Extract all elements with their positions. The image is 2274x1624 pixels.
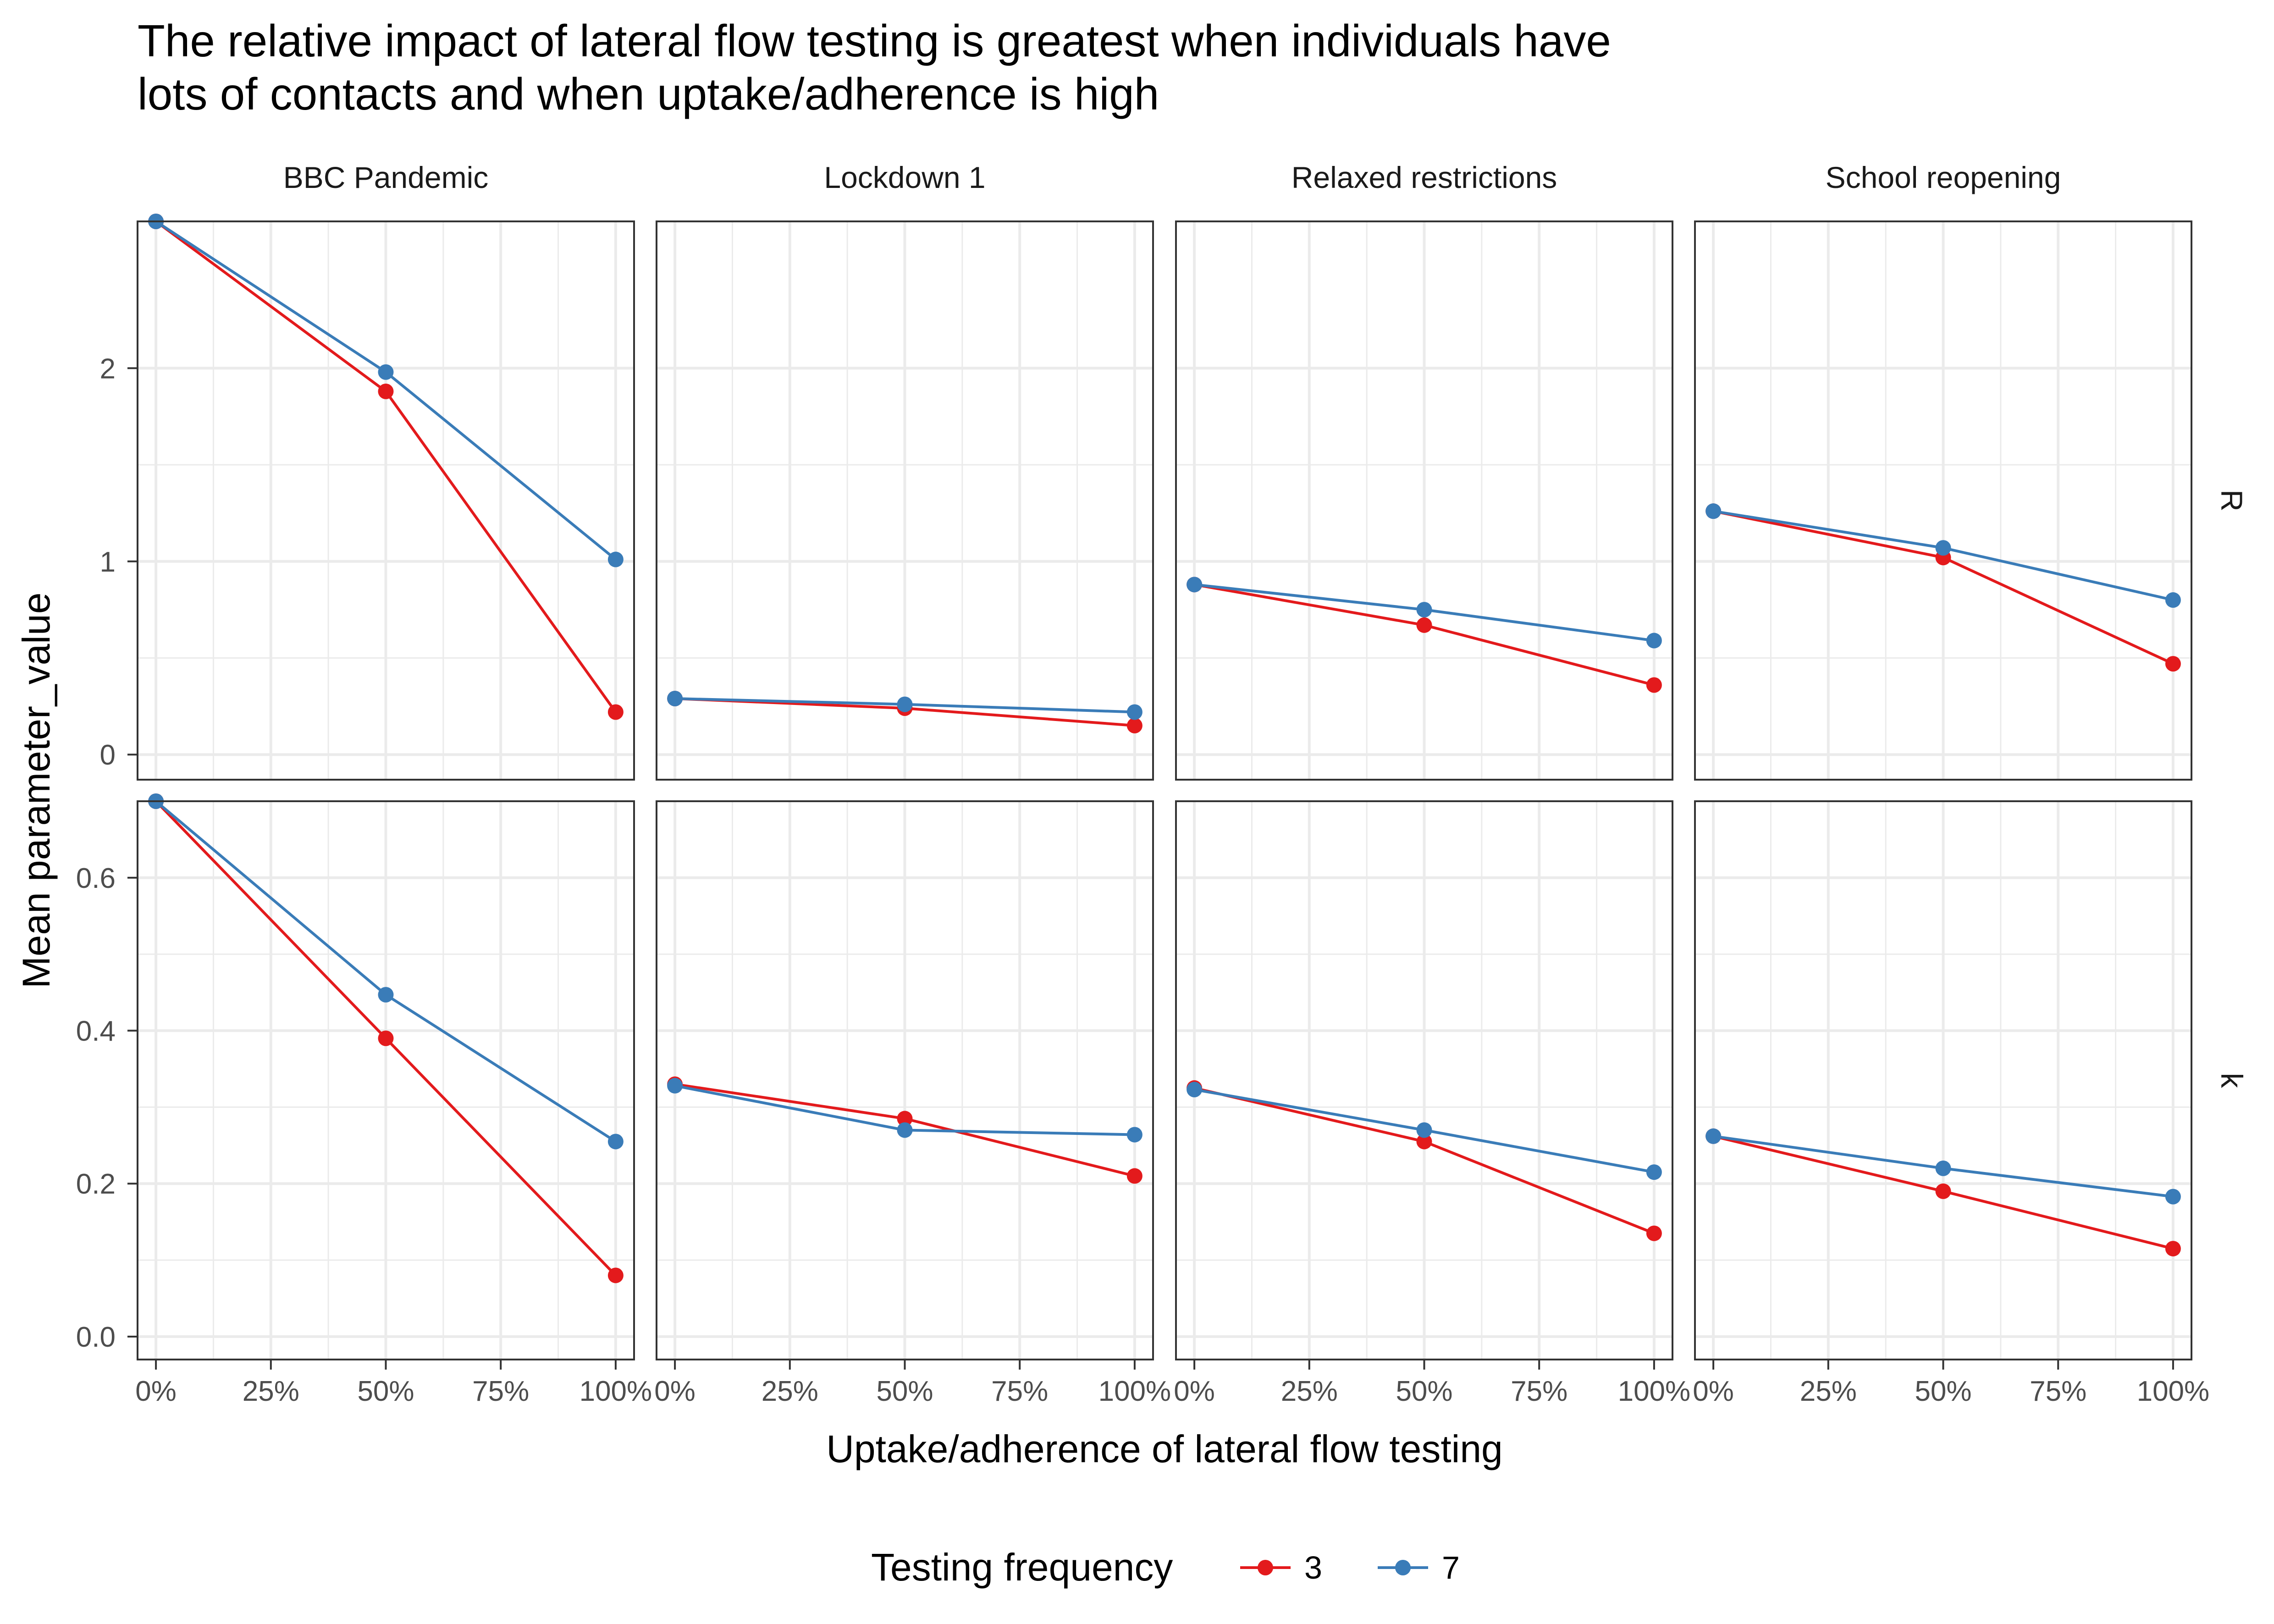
series-3-point-r-bbc-pandemic-2 xyxy=(607,704,624,720)
x-tick-label-school-reopening-2: 50% xyxy=(1915,1376,1971,1407)
panel-border-r-bbc-pandemic xyxy=(137,220,635,781)
chart-title-line-2: lots of contacts and when uptake/adheren… xyxy=(138,69,1159,119)
series-7-point-k-relaxed-restrictions-1 xyxy=(1416,1122,1432,1138)
panel-border-r-lockdown-1 xyxy=(656,220,1154,781)
x-tick-label-bbc-pandemic-1: 25% xyxy=(243,1376,299,1407)
legend-key-point-3 xyxy=(1258,1560,1273,1575)
y-tick-label-k-0: 0.0 xyxy=(76,1321,116,1353)
series-3-point-r-relaxed-restrictions-2 xyxy=(1646,677,1662,693)
x-tick-label-bbc-pandemic-3: 75% xyxy=(472,1376,529,1407)
series-3-point-r-relaxed-restrictions-1 xyxy=(1416,617,1432,633)
facet-label-relaxed-restrictions: Relaxed restrictions xyxy=(1292,160,1557,194)
series-7-point-r-school-reopening-0 xyxy=(1706,503,1722,519)
series-3-point-k-relaxed-restrictions-1 xyxy=(1416,1134,1432,1150)
facet-row-label-r: R xyxy=(2215,490,2249,512)
panel-border-r-school-reopening xyxy=(1694,220,2192,781)
series-7-point-r-lockdown-1-1 xyxy=(897,696,913,712)
y-tick-label-k-2: 0.4 xyxy=(76,1016,116,1047)
series-3-point-k-bbc-pandemic-2 xyxy=(607,1267,624,1283)
series-7-point-k-school-reopening-2 xyxy=(2165,1189,2181,1205)
x-tick-label-relaxed-restrictions-0: 0% xyxy=(1174,1376,1215,1407)
x-tick-label-school-reopening-3: 75% xyxy=(2030,1376,2086,1407)
facet-label-lockdown-1: Lockdown 1 xyxy=(824,160,985,194)
series-7-point-k-lockdown-1-1 xyxy=(897,1122,913,1138)
legend-label-3: 3 xyxy=(1304,1550,1322,1585)
panel-border-r-relaxed-restrictions xyxy=(1175,220,1673,781)
series-7-point-r-relaxed-restrictions-1 xyxy=(1416,602,1432,618)
series-7-point-r-relaxed-restrictions-2 xyxy=(1646,633,1662,649)
series-3-point-k-lockdown-1-1 xyxy=(897,1111,913,1127)
series-7-point-k-school-reopening-0 xyxy=(1706,1128,1722,1144)
facet-row-label-k: k xyxy=(2215,1073,2249,1089)
x-axis-title: Uptake/adherence of lateral flow testing xyxy=(826,1427,1503,1470)
series-7-point-r-relaxed-restrictions-0 xyxy=(1187,577,1203,593)
y-tick-label-r-0: 0 xyxy=(100,739,116,771)
x-tick-label-relaxed-restrictions-2: 50% xyxy=(1396,1376,1452,1407)
x-tick-label-bbc-pandemic-4: 100% xyxy=(580,1376,652,1407)
y-tick-label-k-1: 0.2 xyxy=(76,1168,116,1200)
x-tick-label-lockdown-1-0: 0% xyxy=(654,1376,695,1407)
facet-label-bbc-pandemic: BBC Pandemic xyxy=(283,160,489,194)
series-7-point-r-bbc-pandemic-1 xyxy=(378,364,394,380)
x-tick-label-bbc-pandemic-0: 0% xyxy=(135,1376,177,1407)
y-axis-title: Mean parameter_value xyxy=(15,593,58,989)
series-3-point-k-school-reopening-2 xyxy=(2165,1241,2181,1257)
chart-title-line-1: The relative impact of lateral flow test… xyxy=(138,16,1611,66)
series-3-point-r-bbc-pandemic-1 xyxy=(378,383,394,399)
series-7-point-r-lockdown-1-0 xyxy=(667,690,683,706)
series-7-point-k-relaxed-restrictions-2 xyxy=(1646,1164,1662,1180)
series-7-point-k-school-reopening-1 xyxy=(1935,1160,1951,1176)
series-7-point-k-lockdown-1-2 xyxy=(1126,1127,1143,1143)
x-tick-label-school-reopening-4: 100% xyxy=(2137,1376,2210,1407)
y-tick-label-r-2: 2 xyxy=(100,353,116,385)
y-tick-label-r-1: 1 xyxy=(100,546,116,578)
series-3-point-r-school-reopening-2 xyxy=(2165,656,2181,672)
x-tick-label-relaxed-restrictions-3: 75% xyxy=(1511,1376,1568,1407)
x-tick-label-relaxed-restrictions-1: 25% xyxy=(1281,1376,1338,1407)
series-3-point-r-lockdown-1-2 xyxy=(1126,717,1143,733)
x-tick-label-school-reopening-1: 25% xyxy=(1800,1376,1857,1407)
x-tick-label-lockdown-1-1: 25% xyxy=(762,1376,818,1407)
series-7-point-k-bbc-pandemic-1 xyxy=(378,987,394,1003)
x-tick-label-lockdown-1-4: 100% xyxy=(1098,1376,1171,1407)
series-7-point-r-lockdown-1-2 xyxy=(1126,704,1143,720)
series-7-point-r-bbc-pandemic-2 xyxy=(607,551,624,567)
series-7-point-r-school-reopening-2 xyxy=(2165,592,2181,608)
y-tick-label-k-3: 0.6 xyxy=(76,863,116,894)
legend-label-7: 7 xyxy=(1442,1550,1460,1585)
series-3-point-k-lockdown-1-2 xyxy=(1126,1168,1143,1184)
x-tick-label-school-reopening-0: 0% xyxy=(1693,1376,1734,1407)
legend-title: Testing frequency xyxy=(871,1546,1173,1589)
series-7-point-r-school-reopening-1 xyxy=(1935,540,1951,556)
series-3-point-k-relaxed-restrictions-2 xyxy=(1646,1225,1662,1241)
legend-key-point-7 xyxy=(1395,1560,1411,1575)
x-tick-label-relaxed-restrictions-4: 100% xyxy=(1618,1376,1691,1407)
x-tick-label-lockdown-1-3: 75% xyxy=(991,1376,1048,1407)
x-tick-label-bbc-pandemic-2: 50% xyxy=(357,1376,414,1407)
series-3-point-k-bbc-pandemic-1 xyxy=(378,1030,394,1046)
series-3-point-k-school-reopening-1 xyxy=(1935,1183,1951,1199)
facet-label-school-reopening: School reopening xyxy=(1826,160,2061,194)
series-7-point-k-lockdown-1-0 xyxy=(667,1078,683,1094)
x-tick-label-lockdown-1-2: 50% xyxy=(876,1376,933,1407)
series-7-point-k-bbc-pandemic-2 xyxy=(607,1134,624,1150)
series-7-point-k-relaxed-restrictions-0 xyxy=(1187,1082,1203,1098)
